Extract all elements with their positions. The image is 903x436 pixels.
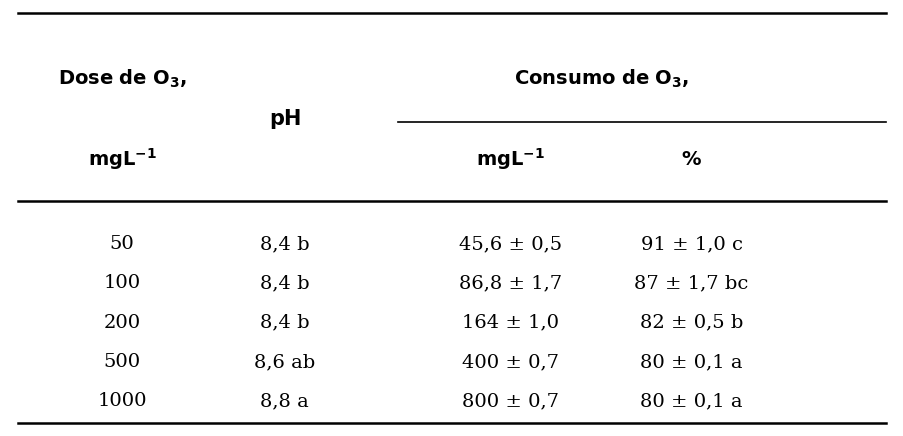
Text: 200: 200 <box>103 313 141 332</box>
Text: $\mathbf{\%}$: $\mathbf{\%}$ <box>680 150 702 169</box>
Text: 8,8 a: 8,8 a <box>260 392 309 410</box>
Text: $\mathbf{Consumo\ de\ O_3,}$: $\mathbf{Consumo\ de\ O_3,}$ <box>513 67 688 90</box>
Text: 400 ± 0,7: 400 ± 0,7 <box>461 353 559 371</box>
Text: 8,4 b: 8,4 b <box>260 235 309 253</box>
Text: 45,6 ± 0,5: 45,6 ± 0,5 <box>459 235 562 253</box>
Text: $\mathbf{mgL^{-1}}$: $\mathbf{mgL^{-1}}$ <box>88 146 156 172</box>
Text: 87 ± 1,7 bc: 87 ± 1,7 bc <box>634 274 748 293</box>
Text: 100: 100 <box>103 274 141 293</box>
Text: 80 ± 0,1 a: 80 ± 0,1 a <box>639 353 742 371</box>
Text: 8,4 b: 8,4 b <box>260 313 309 332</box>
Text: 50: 50 <box>109 235 135 253</box>
Text: $\mathbf{Dose\ de\ O_3,}$: $\mathbf{Dose\ de\ O_3,}$ <box>58 67 186 90</box>
Text: 91 ± 1,0 c: 91 ± 1,0 c <box>640 235 741 253</box>
Text: 80 ± 0,1 a: 80 ± 0,1 a <box>639 392 742 410</box>
Text: 8,4 b: 8,4 b <box>260 274 309 293</box>
Text: 82 ± 0,5 b: 82 ± 0,5 b <box>639 313 742 332</box>
Text: 8,6 ab: 8,6 ab <box>254 353 315 371</box>
Text: 164 ± 1,0: 164 ± 1,0 <box>461 313 559 332</box>
Text: 86,8 ± 1,7: 86,8 ± 1,7 <box>459 274 562 293</box>
Text: 500: 500 <box>103 353 141 371</box>
Text: $\mathbf{mgL^{-1}}$: $\mathbf{mgL^{-1}}$ <box>476 146 545 172</box>
Text: 1000: 1000 <box>98 392 146 410</box>
Text: $\mathbf{pH}$: $\mathbf{pH}$ <box>268 107 301 131</box>
Text: 800 ± 0,7: 800 ± 0,7 <box>461 392 559 410</box>
